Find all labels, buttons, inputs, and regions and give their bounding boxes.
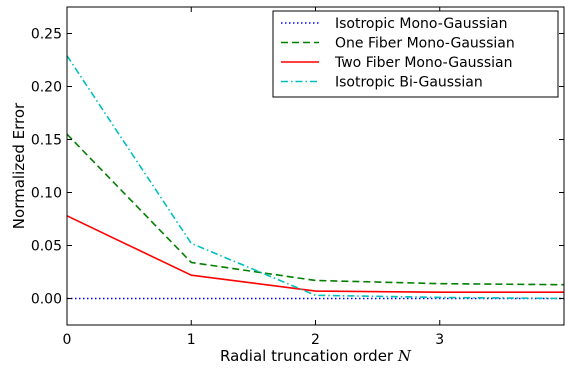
x-tick-label: 2 [311, 332, 320, 348]
y-axis-title: Normalized Error [10, 102, 28, 229]
ticks-layer: 0 1 2 3 0.00 0.05 0.10 0.15 0.20 0.25 [31, 7, 564, 348]
y-tick-label: 0.10 [31, 186, 62, 202]
x-tick-label: 1 [187, 332, 196, 348]
plot-frame [66, 6, 565, 326]
series-line-one-fiber-mono-gaussian [66, 133, 565, 286]
x-axis-title: Radial truncation order N [220, 347, 412, 365]
y-tick-label: 0.15 [31, 133, 62, 149]
series-layer [66, 55, 565, 300]
legend-label: Isotropic Mono-Gaussian [335, 16, 508, 32]
y-tick-label: 0.25 [31, 27, 62, 43]
y-tick-label: 0.20 [31, 80, 62, 96]
legend: Isotropic Mono-Gaussian One Fiber Mono-Ga… [272, 10, 559, 98]
series-line-isotropic-bi-gaussian [66, 55, 565, 300]
series-line-two-fiber-mono-gaussian [66, 215, 564, 293]
y-tick-label: 0.00 [31, 292, 62, 308]
y-tick-label: 0.05 [31, 239, 62, 255]
legend-label: Two Fiber Mono-Gaussian [334, 55, 512, 71]
x-tick-label: 3 [435, 332, 444, 348]
legend-box [272, 10, 559, 98]
x-axis-title-text: Radial truncation order [220, 347, 394, 365]
x-tick-label: 0 [63, 332, 72, 348]
x-axis-title-symbol: N [397, 347, 412, 365]
legend-label: One Fiber Mono-Gaussian [335, 36, 515, 52]
legend-label: Isotropic Bi-Gaussian [335, 75, 483, 91]
